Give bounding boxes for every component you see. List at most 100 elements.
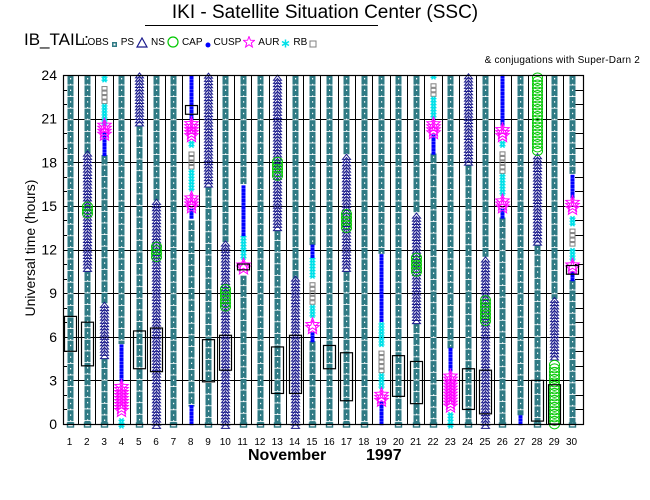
segment-lobs-mark bbox=[173, 112, 175, 115]
segment-lobs-mark bbox=[121, 124, 123, 126]
segment-lobs-mark bbox=[156, 188, 158, 190]
segment-ns-circle bbox=[480, 316, 491, 327]
segment-ps-triangle bbox=[480, 403, 491, 410]
segment-lobs-mark bbox=[87, 101, 89, 103]
segment-lobs-mark bbox=[139, 302, 141, 305]
segment-cap-dot bbox=[431, 148, 436, 152]
segment-lobs-mark bbox=[485, 234, 487, 236]
segment-lobs-mark bbox=[225, 182, 227, 184]
segment-lobs-mark bbox=[156, 89, 158, 91]
superdarn-box bbox=[184, 104, 199, 115]
segment-lobs-mark bbox=[139, 134, 141, 137]
segment-cap-dot bbox=[119, 344, 124, 348]
segment-lobs-mark bbox=[208, 207, 210, 209]
segment-ps-triangle bbox=[480, 368, 491, 375]
segment-ps-triangle bbox=[203, 136, 214, 143]
segment-ps-triangle bbox=[151, 387, 162, 394]
segment-lobs-mark bbox=[450, 107, 452, 109]
superdarn-box bbox=[322, 344, 337, 370]
segment-cap-dot bbox=[102, 146, 107, 150]
segment-cap-dot bbox=[379, 271, 384, 275]
segment-ps-triangle bbox=[532, 236, 543, 243]
segment-lobs-mark bbox=[520, 246, 522, 248]
segment-lobs-mark bbox=[243, 170, 245, 173]
segment-lobs-mark bbox=[312, 367, 314, 369]
segment-lobs-mark bbox=[572, 288, 574, 291]
segment-lobs-mark bbox=[346, 147, 348, 149]
segment-cusp-star bbox=[183, 195, 200, 211]
segment-ps-triangle bbox=[220, 326, 231, 333]
segment-lobs-mark bbox=[537, 352, 539, 354]
segment-lobs bbox=[67, 75, 74, 424]
segment-lobs-mark bbox=[468, 249, 470, 251]
segment-lobs-mark bbox=[87, 118, 89, 120]
segment-aur-asterisk bbox=[188, 168, 195, 174]
segment-lobs-mark bbox=[173, 182, 175, 184]
segment-lobs-mark bbox=[520, 350, 522, 352]
segment-ps-triangle bbox=[290, 403, 301, 410]
segment-ps-triangle bbox=[99, 330, 110, 337]
segment-lobs-mark bbox=[156, 159, 158, 161]
segment-ps-triangle bbox=[220, 412, 231, 420]
segment-lobs bbox=[430, 153, 437, 424]
segment-lobs-mark bbox=[329, 228, 331, 231]
segment-lobs-mark bbox=[87, 320, 89, 323]
segment-lobs-mark bbox=[277, 355, 279, 357]
segment-lobs-mark bbox=[329, 327, 331, 329]
segment-aur-asterisk bbox=[378, 372, 385, 378]
segment-cusp-star bbox=[494, 127, 511, 143]
segment-cusp-star bbox=[113, 396, 130, 412]
legend-label: RB bbox=[293, 37, 308, 48]
legend-label: AUR bbox=[258, 37, 280, 48]
segment-lobs-mark bbox=[225, 136, 227, 138]
segment-ps-triangle bbox=[411, 273, 422, 280]
segment-lobs-mark bbox=[398, 327, 400, 329]
segment-ps-triangle bbox=[203, 75, 214, 82]
segment-ps-triangle bbox=[463, 120, 474, 128]
segment-lobs-mark bbox=[416, 188, 418, 190]
segment-ps-triangle bbox=[151, 384, 162, 391]
segment-cap-dot bbox=[189, 109, 194, 114]
segment-lobs-mark bbox=[572, 83, 574, 86]
segment-lobs-mark bbox=[346, 124, 348, 126]
segment-lobs-mark bbox=[173, 298, 175, 300]
asterisk-stroke bbox=[379, 372, 384, 378]
segment-lobs-mark bbox=[173, 78, 175, 80]
segment-lobs-mark bbox=[208, 404, 210, 406]
segment-lobs-mark bbox=[295, 118, 297, 120]
segment-lobs-mark bbox=[295, 159, 297, 161]
segment-ps-triangle bbox=[272, 125, 283, 132]
segment-lobs-mark bbox=[208, 247, 210, 250]
segment-lobs-mark bbox=[70, 199, 72, 202]
segment-ps-triangle bbox=[203, 155, 214, 162]
superdarn-box bbox=[461, 368, 476, 411]
segment-lobs-mark bbox=[572, 387, 574, 389]
segment-lobs-mark bbox=[139, 221, 141, 224]
segment-ps-triangle bbox=[203, 174, 214, 182]
segment-cap-dot bbox=[379, 318, 384, 322]
segment-lobs-mark bbox=[381, 188, 383, 190]
segment-ps-triangle bbox=[134, 110, 145, 117]
segment-ps-triangle bbox=[220, 406, 231, 413]
segment-ps-triangle bbox=[290, 422, 301, 429]
segment-lobs-mark bbox=[208, 230, 210, 232]
segment-lobs-mark bbox=[450, 83, 452, 86]
segment-ps-triangle bbox=[480, 358, 491, 365]
segment-lobs-mark bbox=[468, 255, 470, 257]
conjugations-note: & conjugations with Super-Darn 2 bbox=[484, 55, 640, 66]
segment-lobs-mark bbox=[433, 226, 435, 228]
segment-cap-dot bbox=[500, 98, 505, 102]
segment-ps-triangle bbox=[82, 198, 93, 205]
segment-rb-square bbox=[499, 164, 506, 170]
segment-cap-dot bbox=[500, 112, 505, 116]
segment-lobs-mark bbox=[329, 78, 331, 80]
segment-cap-dot bbox=[379, 305, 384, 309]
segment-ps-triangle bbox=[290, 345, 301, 353]
segment-lobs-mark bbox=[295, 170, 297, 173]
segment-cap-dot bbox=[241, 212, 246, 216]
segment-lobs-mark bbox=[398, 234, 400, 236]
segment-lobs-mark bbox=[520, 95, 522, 97]
segment-lobs-mark bbox=[468, 191, 470, 193]
segment-lobs-mark bbox=[243, 359, 245, 362]
segment-ps-triangle bbox=[411, 295, 422, 302]
